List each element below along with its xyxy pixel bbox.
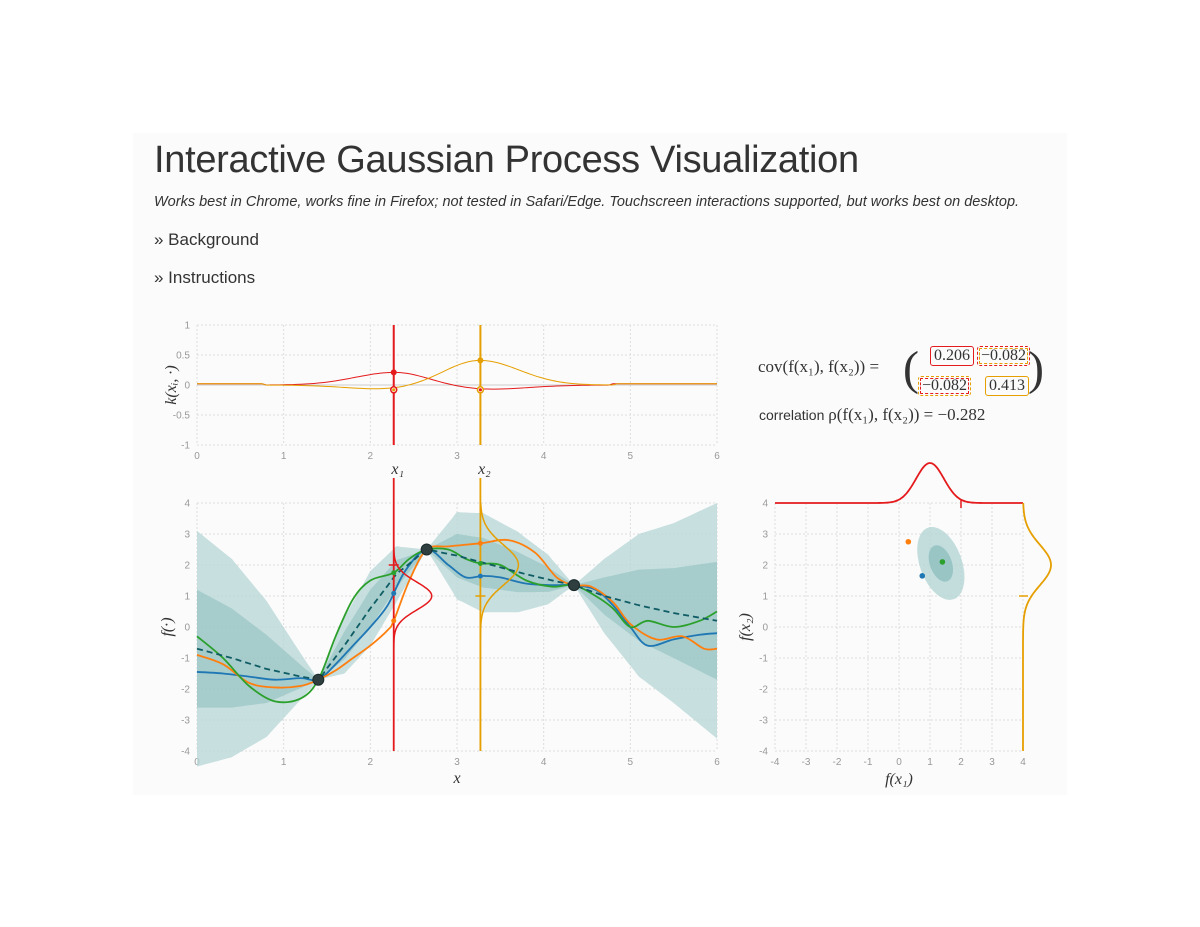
sample-path-3 [196, 547, 718, 704]
y-tick-label: 0 [184, 381, 190, 392]
y-tick-label: 0.5 [176, 351, 190, 362]
x-tick-label: 0 [194, 451, 200, 462]
y-tick-label: 3 [762, 530, 768, 541]
y-tick-label: 4 [184, 499, 190, 510]
x1-label: x₁ [390, 461, 404, 478]
x-tick-label: 6 [714, 451, 720, 462]
y-axis-label: f(x₂) [737, 613, 754, 641]
joint-sample-point-2 [919, 573, 926, 579]
x-tick-label: 0 [896, 757, 902, 768]
cov-cell-22[interactable]: 0.413 [985, 376, 1029, 396]
x-tick-label: -1 [864, 757, 873, 768]
y-tick-label: 0 [184, 623, 190, 634]
y-tick-label: 1 [762, 592, 768, 603]
x-tick-label: 2 [368, 757, 374, 768]
cov-cell-12[interactable]: −0.082 [977, 346, 1031, 366]
x-axis-label: f(x₁) [885, 771, 913, 788]
kernel-cross-dot [392, 388, 396, 392]
y-tick-label: 1 [184, 592, 190, 603]
observation-point [312, 673, 325, 686]
covariance-label: cov(f(x₁), f(x₂)) = [758, 357, 880, 376]
posterior-mean [196, 549, 718, 682]
x1-marginal-density [392, 503, 433, 751]
y-tick-label: 0 [762, 623, 768, 634]
x-tick-label: 4 [541, 757, 547, 768]
y-tick-label: -3 [759, 716, 768, 727]
x2-label: x₂ [477, 461, 491, 478]
sample-path-2 [196, 538, 718, 689]
y-tick-label: 2 [184, 561, 190, 572]
joint-sample-point-3 [939, 559, 946, 565]
instructions-toggle[interactable]: » Instructions [154, 268, 256, 287]
sample-slice-dot [477, 560, 483, 566]
correlation-label: correlation [759, 407, 825, 423]
x-axis-label: x [452, 770, 460, 787]
x-tick-label: 3 [454, 451, 460, 462]
y-tick-label: -2 [759, 685, 768, 696]
sample-slice-dot [391, 618, 397, 624]
sample-slice-dot [477, 540, 483, 546]
y-tick-label: 1 [184, 321, 190, 332]
kernel-self-point [477, 357, 484, 364]
right-paren: ) [1028, 342, 1044, 395]
observation-point [420, 543, 433, 556]
x-tick-label: 1 [281, 451, 287, 462]
x-tick-label: 4 [1020, 757, 1026, 768]
y-axis-label: f(·) [159, 617, 176, 636]
joint-distribution-chart[interactable]: -4 -3 -2 -1 0 1 2 3 4 -4 -3 -2 -1 0 1 2 3 4 f(x₁) f(x₂) [737, 462, 1052, 788]
x-tick-label: -2 [833, 757, 842, 768]
x-tick-label: 4 [541, 451, 547, 462]
y-tick-label: -3 [181, 716, 190, 727]
browser-note: Works best in Chrome, works fine in Fire… [154, 194, 1020, 210]
y-tick-label: 4 [762, 499, 768, 510]
background-toggle[interactable]: » Background [154, 230, 259, 249]
left-paren: ( [903, 342, 919, 395]
y-tick-label: -4 [181, 747, 190, 758]
x-tick-label: 3 [454, 757, 460, 768]
sample-slice-dot [391, 570, 397, 576]
y-tick-label: -1 [759, 654, 768, 665]
kernel-curve-x2 [196, 359, 717, 390]
correlation-line: correlation ρ(f(x₁), f(x₂)) = −0.282 [759, 405, 985, 425]
cov-cell-21[interactable]: −0.082 [918, 376, 972, 396]
y-tick-label: 3 [184, 530, 190, 541]
x-tick-label: 3 [989, 757, 995, 768]
x-tick-label: -3 [802, 757, 811, 768]
y-tick-label: -1 [181, 441, 190, 452]
kernel-chart[interactable]: 0 1 2 3 4 5 6 -1 -0.5 0 0.5 1 k(xᵢ, ·) x₁ x₂ [163, 321, 720, 479]
joint-sample-point-1 [905, 538, 912, 545]
y-tick-label: -1 [181, 654, 190, 665]
x-tick-label: 2 [958, 757, 964, 768]
y-axis-label: k(xᵢ, ·) [163, 365, 180, 404]
kernel-self-point [390, 369, 397, 376]
x-tick-label: 1 [281, 757, 287, 768]
x-tick-label: -4 [771, 757, 780, 768]
x-tick-label: 5 [628, 757, 634, 768]
observation-point [568, 579, 580, 592]
x2-marginal-density [479, 502, 520, 751]
x-tick-label: 2 [368, 451, 374, 462]
x-tick-label: 1 [927, 757, 933, 768]
kernel-cross-dot [478, 388, 482, 392]
y-tick-label: -4 [759, 747, 768, 758]
page-title: Interactive Gaussian Process Visualizati… [154, 139, 859, 181]
x-tick-label: 5 [628, 451, 634, 462]
x2-marginal-density [1022, 502, 1052, 752]
y-tick-label: -2 [181, 685, 190, 696]
sample-slice-dot [391, 590, 397, 596]
x1-marginal-density [775, 462, 1023, 504]
cov-cell-11[interactable]: 0.206 [930, 346, 974, 366]
y-tick-label: -0.5 [173, 411, 191, 422]
sample-slice-dot [477, 573, 483, 579]
y-tick-label: 2 [762, 561, 768, 572]
covariance-matrix: cov(f(x₁), f(x₂)) = ( 0.206 −0.082 −0.08… [758, 343, 1058, 433]
uncertainty-band-1sd [197, 533, 717, 708]
correlation-value: ρ(f(x₁), f(x₂)) = −0.282 [828, 405, 986, 424]
x-tick-label: 6 [714, 757, 720, 768]
